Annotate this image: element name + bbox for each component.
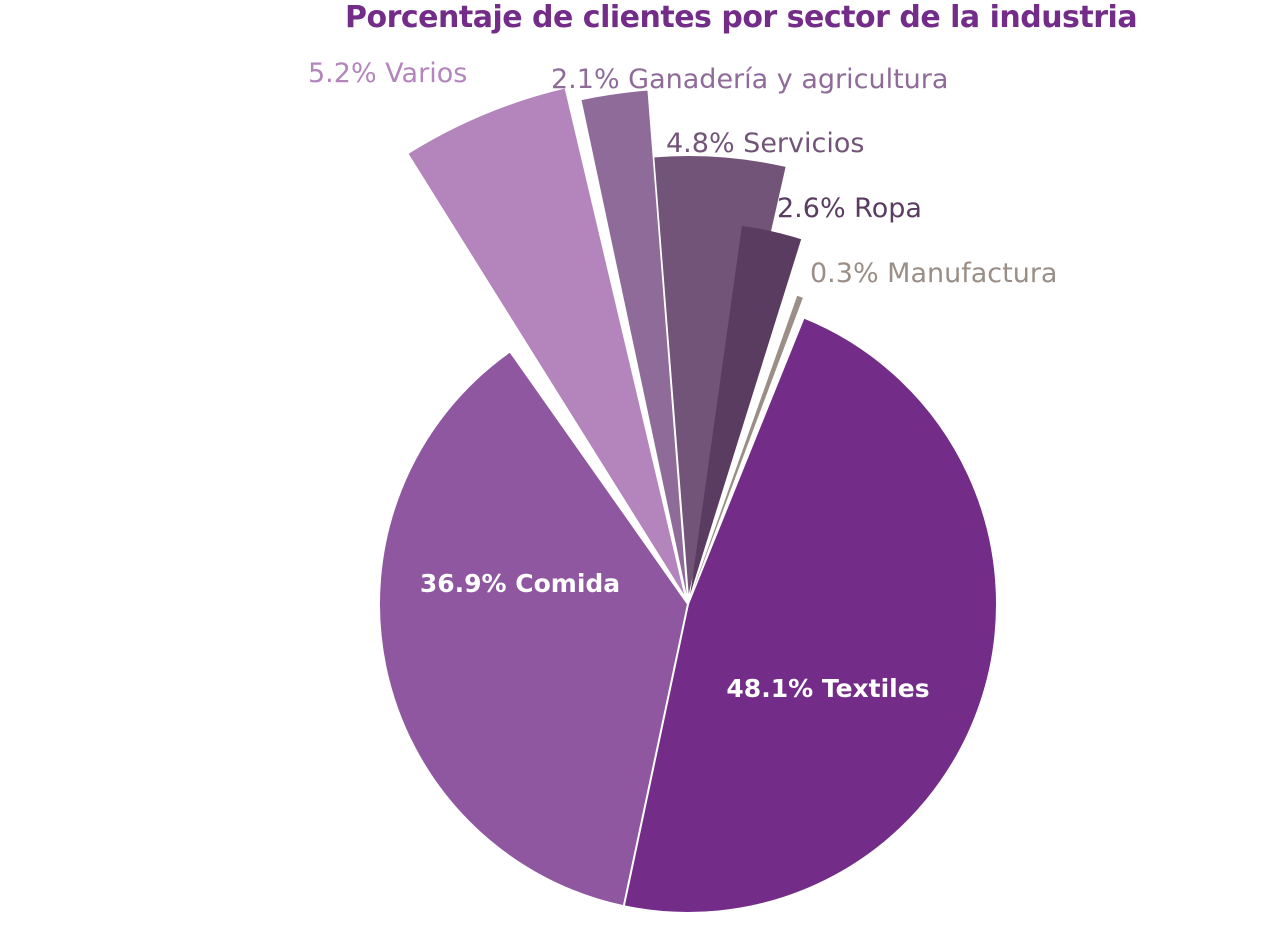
pie-slice-manufactura xyxy=(690,295,803,597)
slice-label-varios: 5.2% Varios xyxy=(308,58,467,89)
pie-slice-textiles xyxy=(605,316,998,914)
slice-label-servicios: 4.8% Servicios xyxy=(666,128,864,159)
pie-slice-ropa xyxy=(690,225,802,595)
slice-label-manufactura: 0.3% Manufactura xyxy=(810,258,1057,289)
slice-label-ropa: 2.6% Ropa xyxy=(777,193,922,224)
slice-label-comida: 36.9% Comida xyxy=(420,569,620,598)
pie-slice-ganader-a-y-agricultura xyxy=(581,90,687,595)
pie-slices xyxy=(378,88,998,914)
slice-label-ganader-a-y-agricultura: 2.1% Ganadería y agricultura xyxy=(551,64,948,95)
chart-title: Porcentaje de clientes por sector de la … xyxy=(345,0,1138,35)
pie-labels: 48.1% Textiles 36.9% Comida 5.2% Varios 2.1… xyxy=(308,58,1057,703)
pie-slice-varios xyxy=(408,88,685,595)
slice-label-textiles: 48.1% Textiles xyxy=(726,674,929,703)
pie-slice-comida xyxy=(378,349,690,908)
